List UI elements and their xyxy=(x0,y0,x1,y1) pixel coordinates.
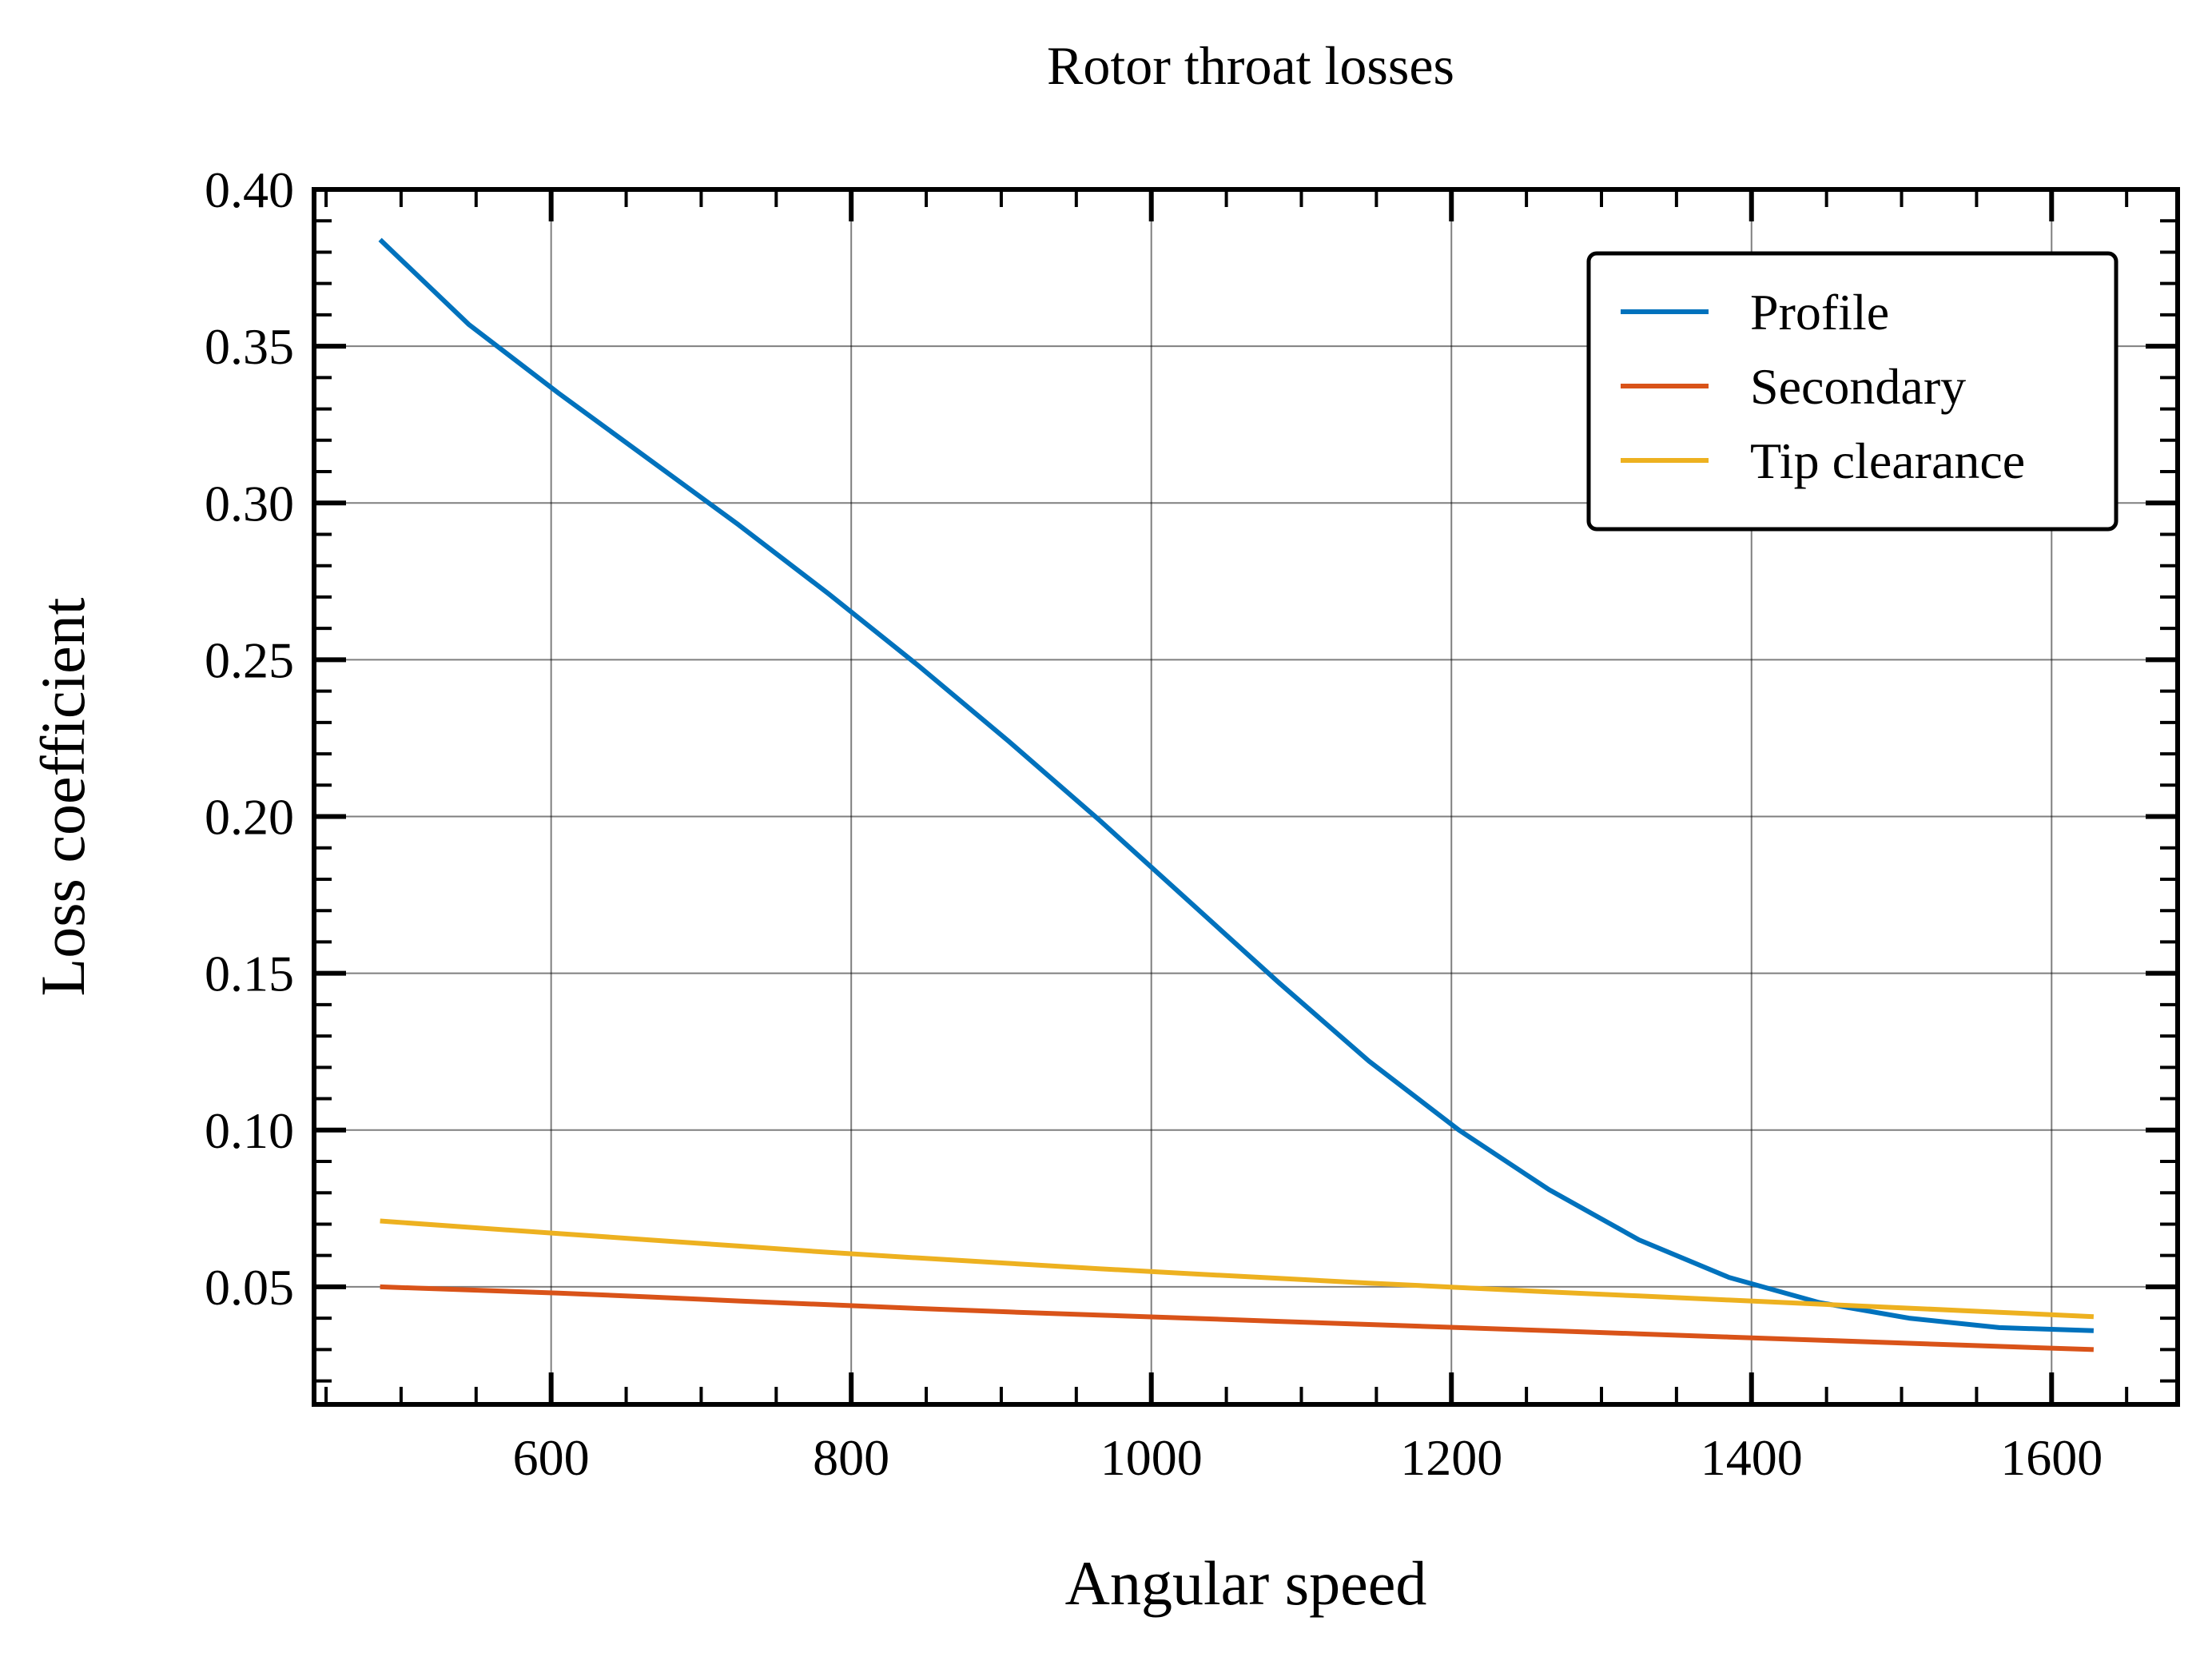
series-line-secondary xyxy=(380,1284,2095,1352)
legend-label-profile: Profile xyxy=(1750,284,1889,341)
series-group xyxy=(378,237,2095,1352)
x-tick-label: 1600 xyxy=(2000,1429,2103,1486)
y-tick-label: 0.40 xyxy=(205,161,294,218)
legend: Profile Secondary Tip clearance xyxy=(1586,251,2119,532)
x-axis-label: Angular speed xyxy=(1065,1548,1427,1618)
legend-label-secondary: Secondary xyxy=(1750,358,1966,415)
tick-marks xyxy=(314,187,2178,1404)
y-tick-label: 0.10 xyxy=(205,1102,294,1159)
x-tick-label: 1400 xyxy=(1701,1429,1803,1486)
plot-frame xyxy=(312,187,2180,1407)
x-tick-label: 600 xyxy=(513,1429,590,1486)
series-line-tip-clearance xyxy=(380,1218,2095,1320)
x-tick-label: 800 xyxy=(813,1429,889,1486)
y-tick-labels: 0.05 0.10 0.15 0.20 0.25 0.30 0.35 0.40 xyxy=(205,161,294,1316)
x-tick-label: 1000 xyxy=(1100,1429,1203,1486)
y-tick-label: 0.05 xyxy=(205,1259,294,1316)
series-line-profile xyxy=(378,237,2094,1333)
y-tick-label: 0.20 xyxy=(205,789,294,846)
y-tick-label: 0.30 xyxy=(205,475,294,532)
chart-title: Rotor throat losses xyxy=(1047,35,1454,96)
y-tick-label: 0.15 xyxy=(205,946,294,1002)
y-tick-label: 0.35 xyxy=(205,318,294,375)
y-axis-label: Loss coefficient xyxy=(28,597,97,996)
x-tick-label: 1200 xyxy=(1400,1429,1502,1486)
y-tick-label: 0.25 xyxy=(205,631,294,688)
x-tick-labels: 600 800 1000 1200 1400 1600 xyxy=(513,1429,2103,1486)
legend-box xyxy=(1586,251,2119,532)
legend-label-tip-clearance: Tip clearance xyxy=(1750,432,2025,489)
legend-items: Profile Secondary Tip clearance xyxy=(1621,284,2025,489)
